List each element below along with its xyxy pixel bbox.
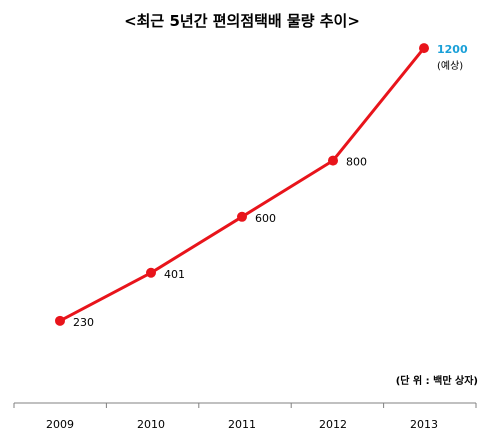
x-tick-label-2013: 2013 <box>410 418 438 431</box>
series-line <box>59 47 426 323</box>
data-point-2013 <box>419 43 429 54</box>
x-tick-label-2009: 2009 <box>46 418 74 431</box>
data-point-2009 <box>55 315 65 326</box>
data-note-2013: (예상) <box>437 60 463 72</box>
data-point-2012 <box>328 155 338 166</box>
data-label-2011: 600 <box>255 212 276 225</box>
x-axis-ticks: 2009 2010 2011 2012 2013 <box>13 403 477 431</box>
chart-title: <최근 5년간 편의점택배 물량 추이> <box>124 12 360 30</box>
x-tick-label-2010: 2010 <box>137 418 165 431</box>
x-tick-label-2011: 2011 <box>228 418 256 431</box>
series-layer: 230 401 600 800 1200 (예상) <box>55 43 468 329</box>
data-label-2013: 1200 <box>437 43 468 56</box>
data-point-2010 <box>146 267 156 278</box>
unit-label: (단 위 : 백만 상자) <box>396 374 478 387</box>
data-label-2012: 800 <box>346 156 367 169</box>
data-label-2010: 401 <box>164 268 185 281</box>
data-point-2011 <box>237 211 247 222</box>
x-tick-label-2012: 2012 <box>319 418 347 431</box>
data-label-2009: 230 <box>73 316 94 329</box>
